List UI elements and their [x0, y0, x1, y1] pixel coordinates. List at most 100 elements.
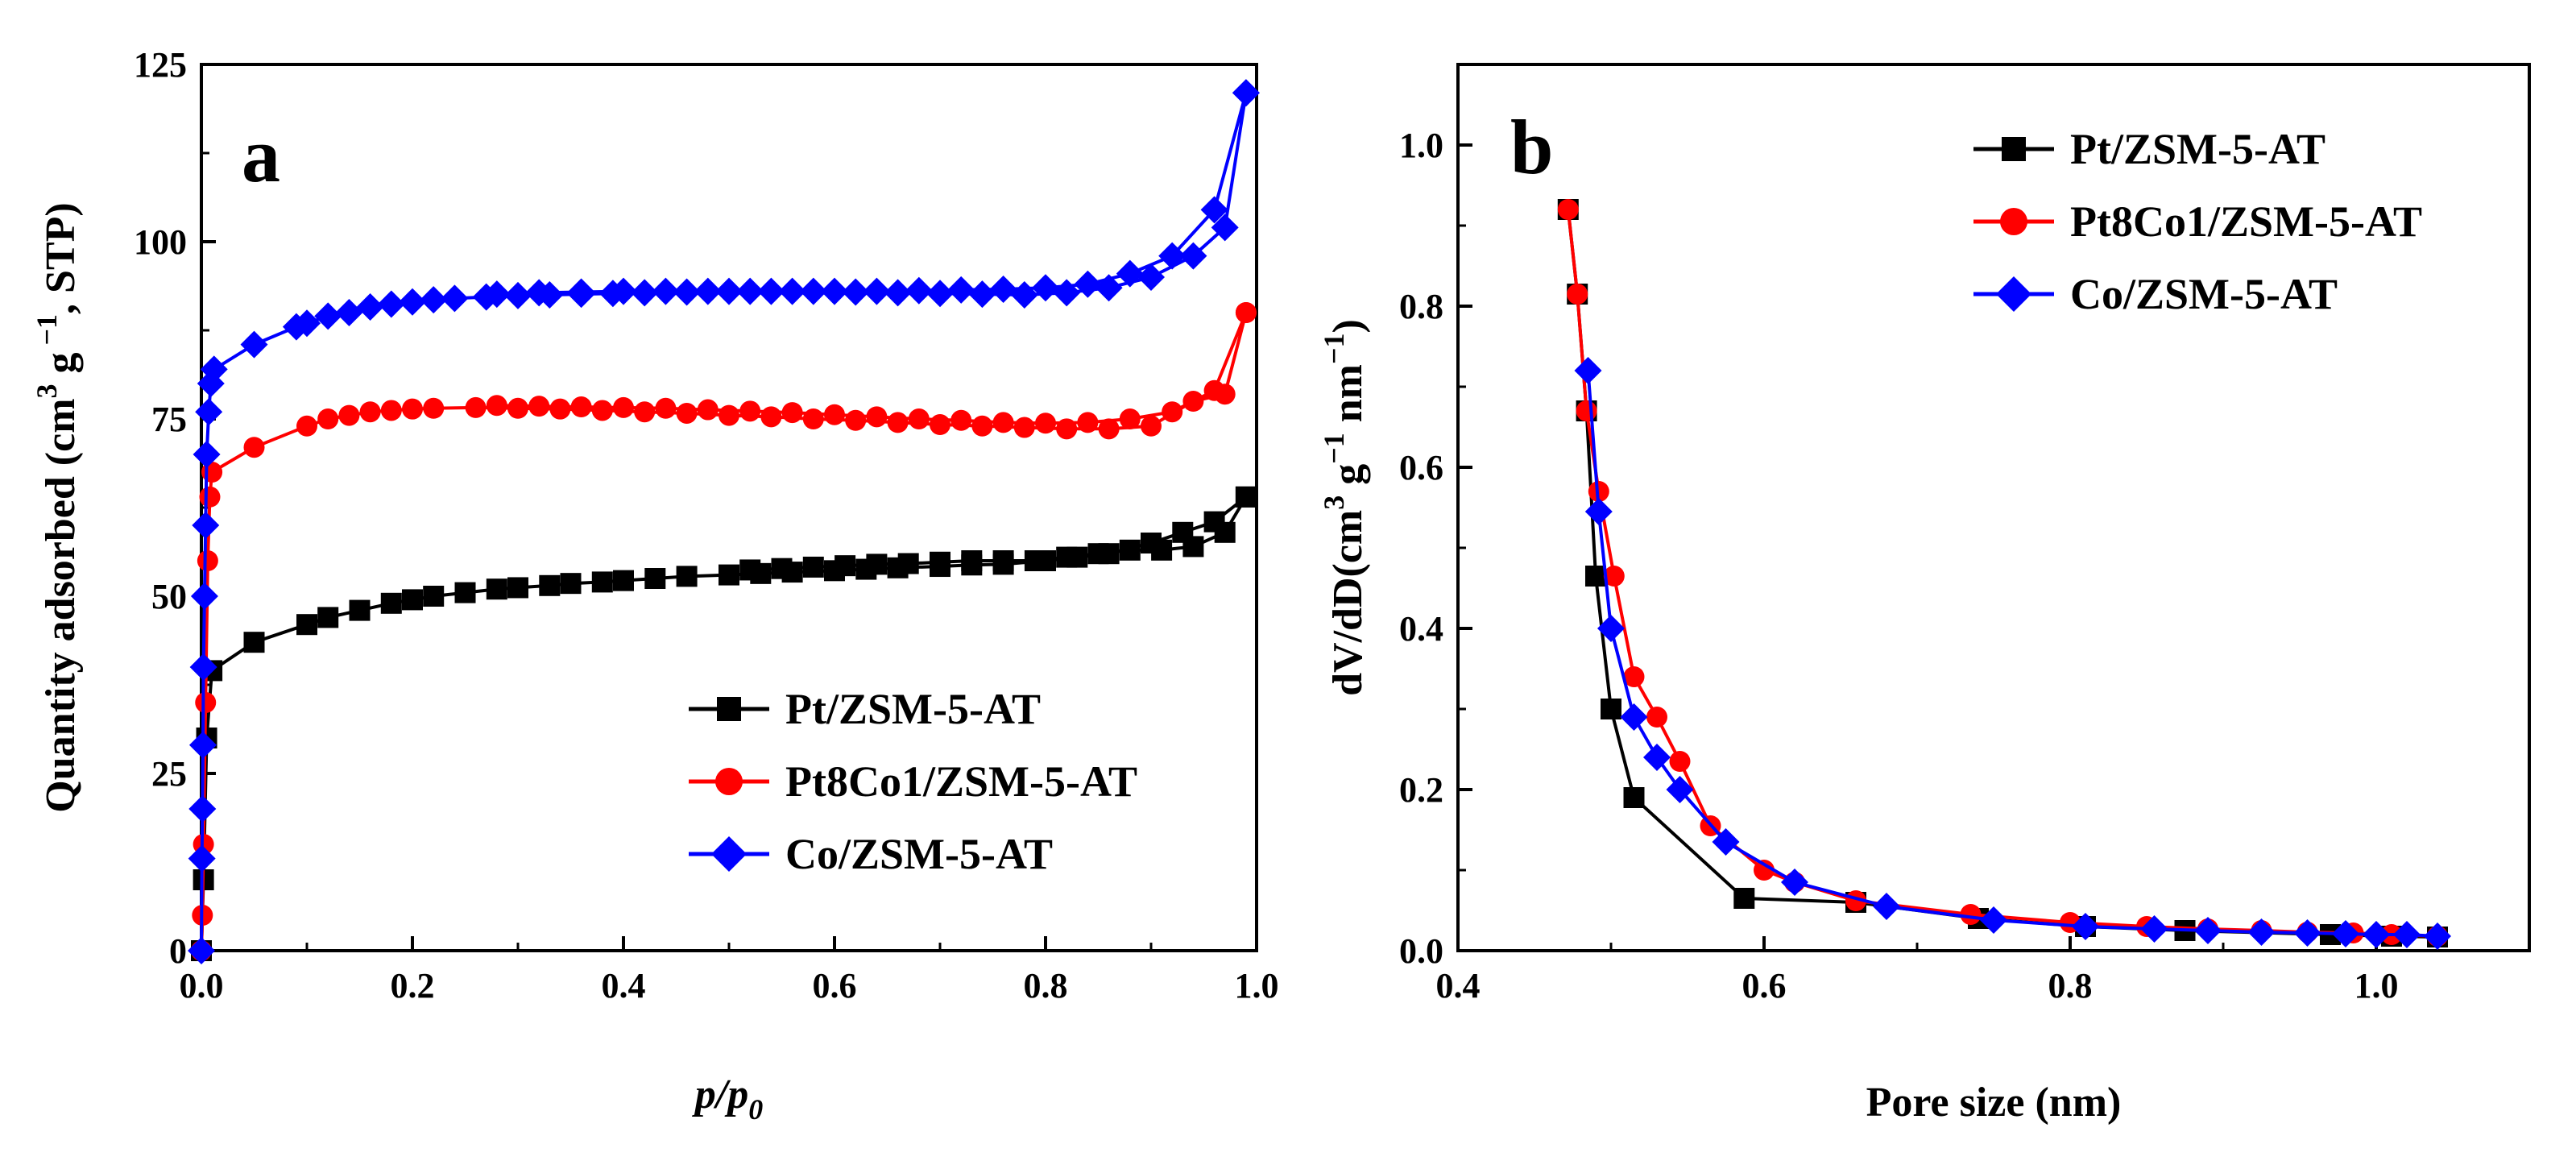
- panel-a-isotherm-chart: 0.0 0.2 0.4 0.6 0.8 1.0 0 25 50 75 100 125 a p/p0 Q…: [31, 45, 1279, 1126]
- data-point-a-1-5: [199, 486, 221, 508]
- data-point-a-2-8: [195, 398, 223, 426]
- series-line-a-2: [200, 91, 1248, 951]
- data-point-a-0-11: [454, 582, 476, 603]
- panel-a-label: a: [242, 112, 280, 198]
- data-point-a-0-47: [897, 553, 919, 574]
- x-tick-label-b-2: 0.8: [2048, 966, 2093, 1005]
- data-point-a-0-14: [539, 574, 561, 596]
- data-point-a-0-41: [1087, 543, 1109, 565]
- data-point-a-0-42: [1056, 546, 1078, 568]
- y-tick-label-b-5: 1.0: [1399, 126, 1443, 165]
- x-tick-label-a-2: 0.4: [602, 966, 646, 1005]
- data-point-a-0-51: [771, 558, 793, 579]
- data-point-a-0-16: [591, 571, 613, 593]
- data-point-a-2-0: [188, 937, 215, 964]
- data-point-a-0-6: [317, 607, 339, 628]
- data-point-a-2-55: [694, 277, 722, 305]
- data-point-a-1-9: [317, 408, 339, 429]
- data-point-a-0-10: [423, 586, 445, 607]
- data-point-a-0-7: [349, 599, 371, 621]
- x-tick-label-a-1: 0.2: [391, 966, 435, 1005]
- data-point-a-2-28: [715, 277, 743, 305]
- data-point-a-2-53: [778, 277, 806, 305]
- data-point-a-1-22: [760, 406, 782, 428]
- data-point-a-2-30: [799, 277, 827, 305]
- data-point-a-1-46: [781, 402, 803, 424]
- data-point-a-1-14: [423, 397, 445, 419]
- data-point-a-1-3: [195, 692, 217, 713]
- data-point-a-0-15: [560, 573, 582, 595]
- legend-b-marker-2: [1996, 276, 2031, 312]
- y-tick-label-a-0: 0: [169, 931, 187, 971]
- panel-a-ticks: 0.0 0.2 0.4 0.6 0.8 1.0 0 25 50 75 100 125: [134, 45, 1279, 1005]
- data-point-b-1-0: [1557, 199, 1579, 220]
- panel-b-label: b: [1510, 104, 1553, 190]
- data-point-a-2-14: [314, 302, 342, 330]
- data-point-a-1-28: [1013, 417, 1035, 438]
- y-tick-label-b-2: 0.4: [1399, 609, 1443, 649]
- data-point-b-1-2: [1576, 400, 1597, 421]
- data-point-b-2-9: [1980, 906, 2007, 934]
- legend-b-label-1: Pt8Co1/ZSM-5-AT: [2070, 197, 2422, 246]
- panel-a-y-axis-label: Quantity adsorbed (cm3 g −1, STP): [31, 202, 84, 812]
- data-point-a-1-4: [197, 550, 218, 571]
- x-tick-label-a-5: 1.0: [1235, 966, 1279, 1005]
- data-point-a-2-58: [567, 278, 595, 306]
- data-point-a-0-50: [802, 556, 824, 578]
- x-tick-label-b-0: 0.4: [1436, 966, 1481, 1005]
- data-point-a-1-17: [549, 398, 571, 420]
- legend-b-label-2: Co/ZSM-5-AT: [2070, 270, 2338, 318]
- panel-b-ticks: 0.4 0.6 0.8 1.0 0.0 0.2 0.4 0.6 0.8 1.0: [1399, 126, 2531, 1005]
- data-point-a-2-48: [989, 275, 1017, 303]
- data-point-a-2-33: [926, 280, 954, 308]
- data-point-a-0-44: [992, 550, 1014, 571]
- data-point-b-1-9: [1754, 860, 1775, 881]
- data-point-b-1-6: [1646, 707, 1667, 728]
- data-point-a-1-16: [507, 397, 528, 419]
- panel-b-x-axis-label: Pore size (nm): [1866, 1080, 2122, 1126]
- data-point-a-2-10: [200, 355, 228, 383]
- data-point-a-1-8: [296, 415, 317, 437]
- data-point-a-2-60: [482, 280, 511, 309]
- data-point-a-2-47: [1032, 274, 1059, 302]
- data-point-a-2-1: [188, 844, 216, 873]
- x-tick-label-b-3: 1.0: [2354, 966, 2399, 1005]
- data-point-a-2-51: [863, 277, 891, 305]
- legend-b-marker-0: [2002, 137, 2026, 161]
- data-point-a-1-21: [719, 404, 739, 426]
- data-point-a-1-7: [243, 437, 265, 458]
- data-point-a-1-42: [950, 409, 972, 431]
- data-point-a-2-17: [377, 290, 405, 318]
- data-point-a-0-13: [507, 577, 528, 599]
- data-point-a-1-19: [634, 401, 656, 423]
- y-tick-label-a-5: 125: [134, 45, 187, 85]
- data-point-a-0-19: [676, 566, 698, 587]
- data-point-b-2-4: [1643, 744, 1671, 771]
- data-point-a-0-8: [380, 592, 402, 614]
- data-point-b-2-15: [2332, 920, 2359, 947]
- data-point-a-0-48: [866, 553, 888, 575]
- data-point-b-0-4: [1601, 699, 1621, 719]
- data-point-a-2-6: [192, 512, 220, 539]
- x-tick-label-a-3: 0.6: [813, 966, 857, 1005]
- data-point-b-1-4: [1603, 566, 1625, 587]
- data-point-a-0-9: [402, 589, 423, 611]
- data-point-a-2-59: [525, 279, 553, 307]
- data-point-a-1-36: [1203, 379, 1225, 401]
- panel-b-pore-size-chart: 0.4 0.6 0.8 1.0 0.0 0.2 0.4 0.6 0.8 1.0 b Pore si…: [1318, 63, 2531, 1126]
- data-point-a-2-22: [504, 281, 532, 309]
- data-point-a-1-26: [930, 414, 950, 436]
- data-point-a-0-43: [1024, 550, 1046, 571]
- data-point-a-2-13: [293, 309, 321, 338]
- data-point-a-1-51: [570, 396, 592, 418]
- data-point-a-2-11: [240, 330, 268, 359]
- data-point-a-1-24: [845, 409, 867, 431]
- data-point-a-0-37: [1214, 521, 1236, 543]
- data-point-a-1-30: [1098, 418, 1120, 440]
- data-point-b-2-7: [1781, 869, 1808, 896]
- data-point-a-2-37: [1095, 274, 1123, 302]
- series-line-b-2: [1586, 370, 2438, 938]
- data-point-a-2-29: [757, 277, 785, 305]
- x-tick-label-a-4: 0.8: [1024, 966, 1068, 1005]
